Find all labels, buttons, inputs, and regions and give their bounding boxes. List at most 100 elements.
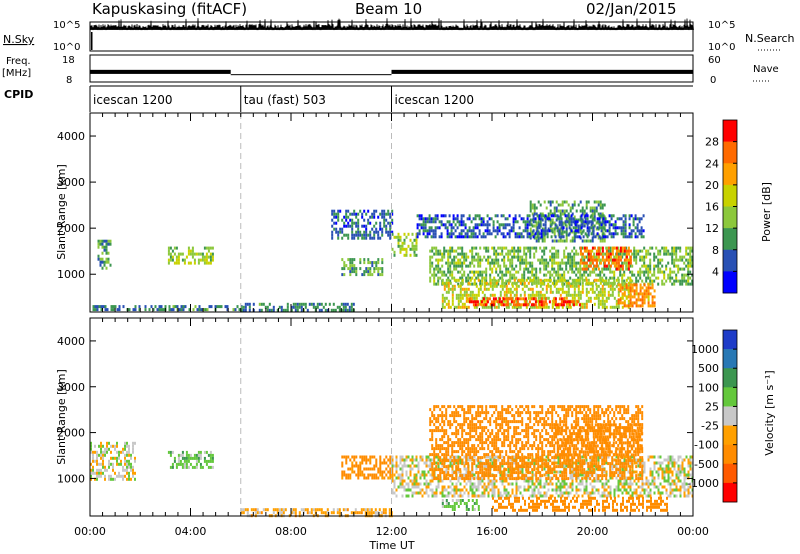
heatmap-cell xyxy=(331,230,334,234)
heatmap-cell xyxy=(543,473,546,477)
heatmap-cell xyxy=(567,261,570,265)
heatmap-cell xyxy=(555,249,558,253)
heatmap-cell xyxy=(639,491,642,495)
heatmap-cell xyxy=(534,217,537,221)
heatmap-cell xyxy=(513,252,516,256)
heatmap-cell xyxy=(525,267,528,271)
heatmap-cell xyxy=(589,239,592,243)
heatmap-cell xyxy=(575,278,578,282)
heatmap-cell xyxy=(451,461,454,465)
heatmap-cell xyxy=(607,267,610,271)
heatmap-cell xyxy=(505,299,508,303)
heatmap-cell xyxy=(193,261,196,265)
heatmap-cell xyxy=(426,217,429,221)
heatmap-cell xyxy=(128,308,131,312)
heatmap-cell xyxy=(103,239,106,243)
heatmap-cell xyxy=(97,242,100,246)
heatmap-cell xyxy=(613,287,616,291)
heatmap-cell xyxy=(441,429,444,433)
heatmap-cell xyxy=(104,447,106,451)
heatmap-cell xyxy=(661,476,664,480)
heatmap-cell xyxy=(350,308,353,312)
heatmap-cell xyxy=(417,467,420,471)
heatmap-cell xyxy=(629,292,632,296)
heatmap-cell xyxy=(195,252,198,256)
heatmap-cell xyxy=(473,485,476,489)
heatmap-cell xyxy=(591,485,594,489)
heatmap-cell xyxy=(507,482,510,486)
heatmap-cell xyxy=(132,465,134,469)
heatmap-cell xyxy=(355,215,358,219)
heatmap-cell xyxy=(411,482,414,486)
heatmap-cell xyxy=(553,261,556,265)
heatmap-cell xyxy=(573,270,576,274)
heatmap-cell xyxy=(615,476,618,480)
heatmap-cell xyxy=(624,214,627,218)
heatmap-cell xyxy=(681,267,684,271)
heatmap-cell xyxy=(403,488,406,492)
heatmap-cell xyxy=(495,281,498,285)
heatmap-cell xyxy=(558,223,561,227)
heatmap-cell xyxy=(554,297,557,301)
heatmap-cell xyxy=(434,232,437,236)
heatmap-cell xyxy=(209,456,212,460)
heatmap-cell xyxy=(534,303,537,307)
heatmap-cell xyxy=(195,465,198,469)
heatmap-cell xyxy=(453,276,456,280)
heatmap-cell xyxy=(609,491,612,495)
heatmap-cell xyxy=(669,476,672,480)
heatmap-cell xyxy=(559,494,562,498)
heatmap-cell xyxy=(128,477,130,481)
heatmap-cell xyxy=(579,273,582,277)
heatmap-cell xyxy=(401,464,404,468)
heatmap-cell xyxy=(520,303,523,307)
heatmap-cell xyxy=(124,441,126,445)
heatmap-cell xyxy=(619,455,622,459)
heatmap-cell xyxy=(599,252,602,256)
heatmap-cell xyxy=(559,273,562,277)
heatmap-cell xyxy=(447,471,450,475)
heatmap-cell xyxy=(326,308,329,312)
heatmap-cell xyxy=(685,473,688,477)
heatmap-cell xyxy=(449,458,452,462)
freq-strip-frame xyxy=(89,54,694,83)
heatmap-cell xyxy=(583,305,586,309)
heatmap-cell xyxy=(537,239,540,243)
heatmap-cell xyxy=(428,232,431,236)
heatmap-cell xyxy=(639,276,642,280)
heatmap-cell xyxy=(375,461,378,465)
heatmap-cell xyxy=(401,247,404,251)
heatmap-cell xyxy=(357,233,360,237)
heatmap-cell xyxy=(613,273,616,277)
heatmap-cell xyxy=(340,302,343,306)
heatmap-cell xyxy=(580,226,583,230)
heatmap-cell xyxy=(205,252,208,256)
heatmap-cell xyxy=(431,438,434,442)
heatmap-cell xyxy=(343,267,346,271)
heatmap-cell xyxy=(613,488,616,492)
heatmap-cell xyxy=(497,252,500,256)
y-tick-label: 1000 xyxy=(57,268,85,281)
heatmap-cell xyxy=(687,246,690,250)
nsearch-tick-top: 10^5 xyxy=(708,20,735,31)
heatmap-cell xyxy=(199,453,202,457)
heatmap-cell xyxy=(509,252,512,256)
heatmap-cell xyxy=(437,420,440,424)
heatmap-cell xyxy=(493,293,496,297)
heatmap-cell xyxy=(504,303,507,307)
heatmap-cell xyxy=(516,303,519,307)
heatmap-cell xyxy=(439,479,442,483)
heatmap-cell xyxy=(647,273,650,277)
heatmap-cell xyxy=(534,232,537,236)
heatmap-cell xyxy=(461,264,464,268)
heatmap-cell xyxy=(691,246,694,250)
heatmap-cell xyxy=(683,476,686,480)
heatmap-cell xyxy=(564,220,567,224)
heatmap-cell xyxy=(369,267,372,271)
heatmap-cell xyxy=(361,273,364,277)
heatmap-cell xyxy=(505,267,508,271)
heatmap-cell xyxy=(433,477,436,481)
heatmap-cell xyxy=(607,293,610,297)
heatmap-cell xyxy=(389,461,392,465)
heatmap-cell xyxy=(457,261,460,265)
